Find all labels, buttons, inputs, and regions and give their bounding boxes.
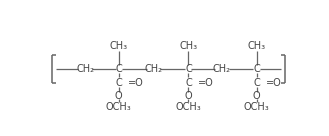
Text: O: O bbox=[253, 91, 260, 101]
Text: O: O bbox=[115, 91, 122, 101]
Text: C: C bbox=[115, 64, 122, 74]
Text: C: C bbox=[253, 78, 260, 88]
Text: CH₃: CH₃ bbox=[179, 41, 197, 51]
Text: =O: =O bbox=[266, 78, 282, 88]
Text: =O: =O bbox=[128, 78, 144, 88]
Text: OCH₃: OCH₃ bbox=[175, 102, 201, 112]
Text: CH₂: CH₂ bbox=[76, 64, 94, 74]
Text: C: C bbox=[253, 64, 260, 74]
Text: CH₃: CH₃ bbox=[247, 41, 266, 51]
Text: C: C bbox=[115, 78, 122, 88]
Text: C: C bbox=[185, 64, 192, 74]
Text: =O: =O bbox=[198, 78, 214, 88]
Text: OCH₃: OCH₃ bbox=[244, 102, 269, 112]
Text: OCH₃: OCH₃ bbox=[106, 102, 132, 112]
Text: CH₃: CH₃ bbox=[110, 41, 128, 51]
Text: C: C bbox=[185, 78, 192, 88]
Text: CH₂: CH₂ bbox=[144, 64, 163, 74]
Text: O: O bbox=[185, 91, 192, 101]
Text: CH₂: CH₂ bbox=[213, 64, 231, 74]
